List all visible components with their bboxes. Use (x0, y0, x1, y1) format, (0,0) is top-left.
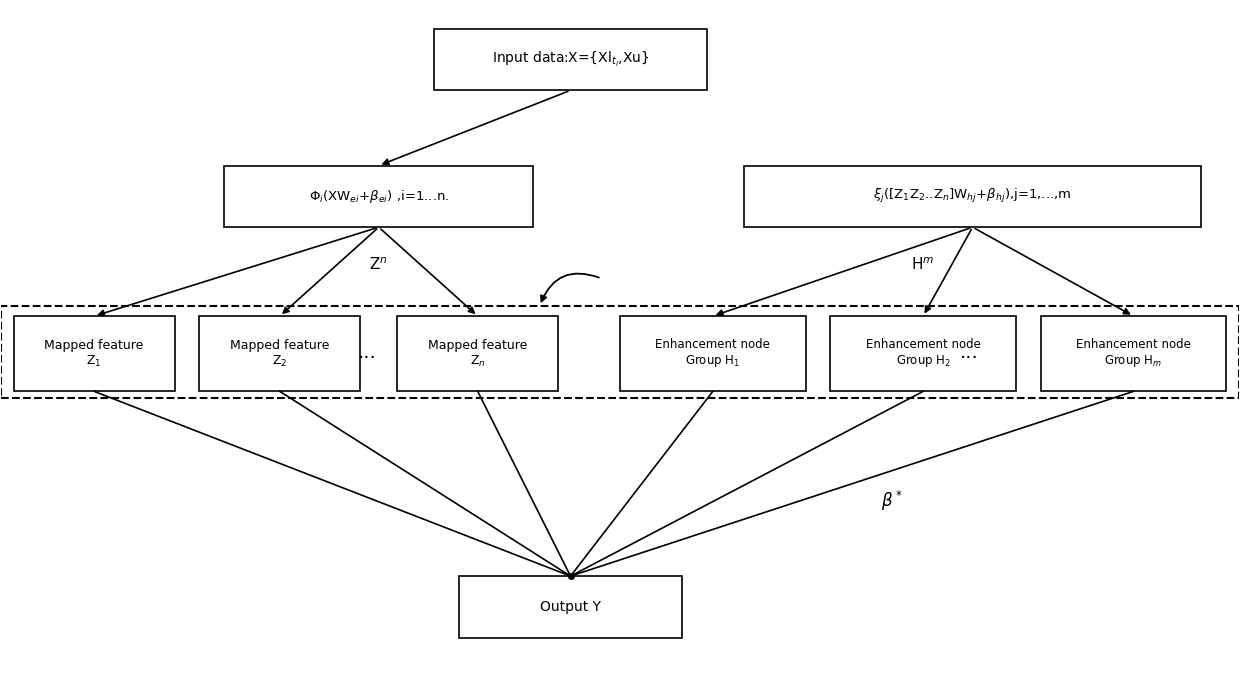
Text: $\beta^*$: $\beta^*$ (882, 489, 903, 513)
Text: Input data:X={Xl$_{t_i}$,Xu}: Input data:X={Xl$_{t_i}$,Xu} (492, 50, 650, 69)
Text: Mapped feature
Z$_1$: Mapped feature Z$_1$ (45, 339, 144, 369)
FancyBboxPatch shape (831, 316, 1016, 392)
FancyBboxPatch shape (224, 166, 533, 227)
Text: $\xi_j$([Z$_1$Z$_2$..Z$_n$]W$_{hj}$+$\beta_{hj}$),j=1,...,m: $\xi_j$([Z$_1$Z$_2$..Z$_n$]W$_{hj}$+$\be… (873, 188, 1071, 205)
FancyBboxPatch shape (397, 316, 558, 392)
Text: H$^m$: H$^m$ (911, 256, 935, 273)
Text: Z$^n$: Z$^n$ (370, 256, 388, 273)
Text: $\Phi_i$(XW$_{ei}$+$\beta_{ei}$) ,i=1...n.: $\Phi_i$(XW$_{ei}$+$\beta_{ei}$) ,i=1...… (309, 188, 449, 205)
Text: Enhancement node
Group H$_1$: Enhancement node Group H$_1$ (656, 338, 770, 370)
FancyBboxPatch shape (200, 316, 360, 392)
Text: Enhancement node
Group H$_m$: Enhancement node Group H$_m$ (1076, 338, 1190, 370)
FancyBboxPatch shape (744, 166, 1202, 227)
FancyBboxPatch shape (620, 316, 806, 392)
Text: ...: ... (960, 343, 978, 362)
Text: ...: ... (358, 343, 377, 362)
Text: Mapped feature
Z$_2$: Mapped feature Z$_2$ (231, 339, 330, 369)
Text: Mapped feature
Z$_n$: Mapped feature Z$_n$ (428, 339, 527, 369)
FancyBboxPatch shape (459, 576, 682, 638)
FancyBboxPatch shape (1040, 316, 1226, 392)
FancyBboxPatch shape (434, 29, 707, 90)
FancyBboxPatch shape (14, 316, 175, 392)
Text: Enhancement node
Group H$_2$: Enhancement node Group H$_2$ (866, 338, 981, 370)
Text: Output Y: Output Y (539, 600, 601, 614)
